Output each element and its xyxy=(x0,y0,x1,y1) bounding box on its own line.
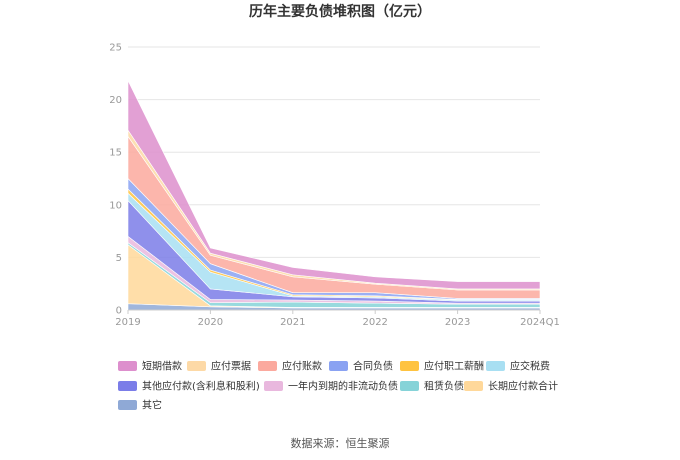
legend-label: 其他应付款(含利息和股利) xyxy=(142,380,260,393)
legend-swatch xyxy=(118,361,137,371)
y-tick-label: 15 xyxy=(109,148,122,159)
legend-item: 应付职工薪酬 xyxy=(400,360,484,373)
legend-swatch xyxy=(187,361,206,371)
x-tick-label: 2019 xyxy=(115,317,140,328)
legend-item: 短期借款 xyxy=(118,360,182,373)
legend-label: 应付职工薪酬 xyxy=(424,360,484,373)
y-tick-label: 25 xyxy=(109,43,122,54)
legend-swatch xyxy=(329,361,348,371)
legend-label: 长期应付款合计 xyxy=(488,380,558,393)
legend-item: 一年内到期的非流动负债 xyxy=(264,380,398,393)
chart-title: 历年主要负债堆积图（亿元） xyxy=(249,3,431,20)
x-tick-label: 2024Q1 xyxy=(520,317,560,328)
legend-label: 一年内到期的非流动负债 xyxy=(288,380,398,393)
y-tick-label: 5 xyxy=(116,253,122,264)
y-tick-label: 10 xyxy=(109,200,122,211)
legend-item: 长期应付款合计 xyxy=(464,380,558,393)
legend-swatch xyxy=(400,361,419,371)
legend-swatch xyxy=(464,381,483,391)
data-source: 数据来源：恒生聚源 xyxy=(291,436,390,450)
legend-swatch xyxy=(258,361,277,371)
y-tick-label: 20 xyxy=(109,95,122,106)
legend-item: 合同负债 xyxy=(329,360,393,373)
legend-item: 其它 xyxy=(118,399,162,412)
legend-label: 合同负债 xyxy=(353,360,393,373)
legend-item: 其他应付款(含利息和股利) xyxy=(118,380,260,393)
x-tick-label: 2020 xyxy=(198,317,223,328)
legend-swatch xyxy=(118,400,137,410)
legend-label: 短期借款 xyxy=(142,360,182,373)
x-tick-label: 2022 xyxy=(362,317,387,328)
legend-label: 租赁负债 xyxy=(424,380,464,393)
legend-item: 应付票据 xyxy=(187,360,251,373)
legend-label: 应付账款 xyxy=(282,360,322,373)
legend-label: 其它 xyxy=(142,399,162,412)
area-短期借款 xyxy=(127,80,541,290)
legend-swatch xyxy=(118,381,137,391)
legend-swatch xyxy=(400,381,419,391)
legend-item: 应交税费 xyxy=(486,360,550,373)
legend-swatch xyxy=(486,361,505,371)
x-tick-label: 2023 xyxy=(445,317,470,328)
y-tick-label: 0 xyxy=(116,306,122,317)
legend-label: 应付票据 xyxy=(211,360,251,373)
area-series xyxy=(127,80,541,311)
x-tick-label: 2021 xyxy=(280,317,305,328)
legend-swatch xyxy=(264,381,283,391)
legend-label: 应交税费 xyxy=(510,360,550,373)
legend-item: 租赁负债 xyxy=(400,380,464,393)
legend-item: 应付账款 xyxy=(258,360,322,373)
axes: 0 5 10 15 20 25 2019 2020 2021 2022 2023 2024Q1 xyxy=(109,43,560,329)
